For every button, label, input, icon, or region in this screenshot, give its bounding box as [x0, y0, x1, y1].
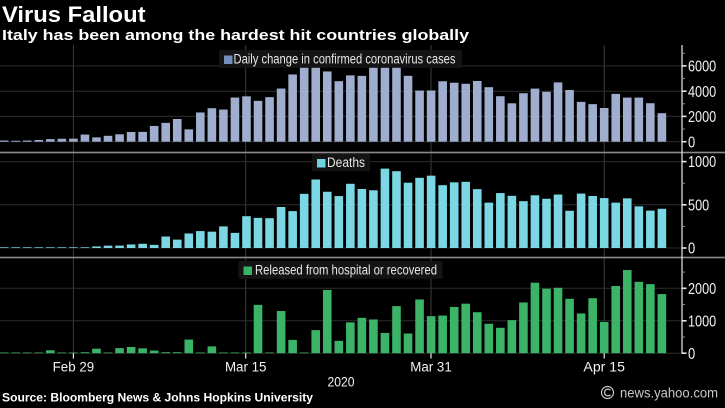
svg-text:0: 0 — [688, 241, 696, 258]
svg-text:1000: 1000 — [688, 313, 717, 330]
svg-text:Mar 31: Mar 31 — [410, 360, 452, 375]
svg-text:2000: 2000 — [688, 109, 717, 126]
svg-text:0: 0 — [688, 346, 696, 363]
svg-text:6000: 6000 — [688, 58, 717, 75]
svg-text:Deaths: Deaths — [327, 155, 365, 170]
svg-text:Italy has been among the harde: Italy has been among the hardest hit cou… — [2, 27, 470, 44]
svg-text:1000: 1000 — [688, 154, 717, 171]
svg-text:Feb 29: Feb 29 — [53, 360, 95, 375]
svg-text:Apr 15: Apr 15 — [583, 360, 625, 375]
svg-text:0: 0 — [688, 134, 696, 151]
svg-text:news.yahoo.com: news.yahoo.com — [620, 386, 718, 401]
svg-text:500: 500 — [688, 197, 709, 214]
svg-text:Source: Bloomberg News & Johns: Source: Bloomberg News & Johns Hopkins U… — [2, 391, 313, 405]
svg-text:2020: 2020 — [328, 375, 355, 390]
svg-text:4000: 4000 — [688, 84, 717, 101]
svg-text:Daily change in confirmed coro: Daily change in confirmed coronavirus ca… — [234, 52, 456, 67]
svg-text:Released from hospital or reco: Released from hospital or recovered — [255, 263, 437, 278]
svg-text:Mar 15: Mar 15 — [225, 360, 267, 375]
svg-text:2000: 2000 — [688, 281, 717, 298]
svg-text:Virus Fallout: Virus Fallout — [2, 2, 146, 27]
